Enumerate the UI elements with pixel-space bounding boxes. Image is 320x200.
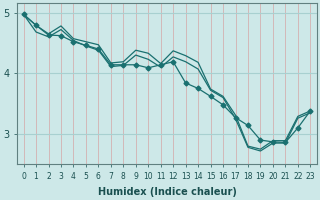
X-axis label: Humidex (Indice chaleur): Humidex (Indice chaleur) (98, 187, 236, 197)
